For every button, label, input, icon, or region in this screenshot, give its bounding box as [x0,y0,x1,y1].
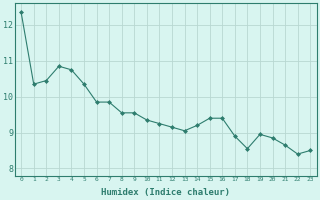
X-axis label: Humidex (Indice chaleur): Humidex (Indice chaleur) [101,188,230,197]
